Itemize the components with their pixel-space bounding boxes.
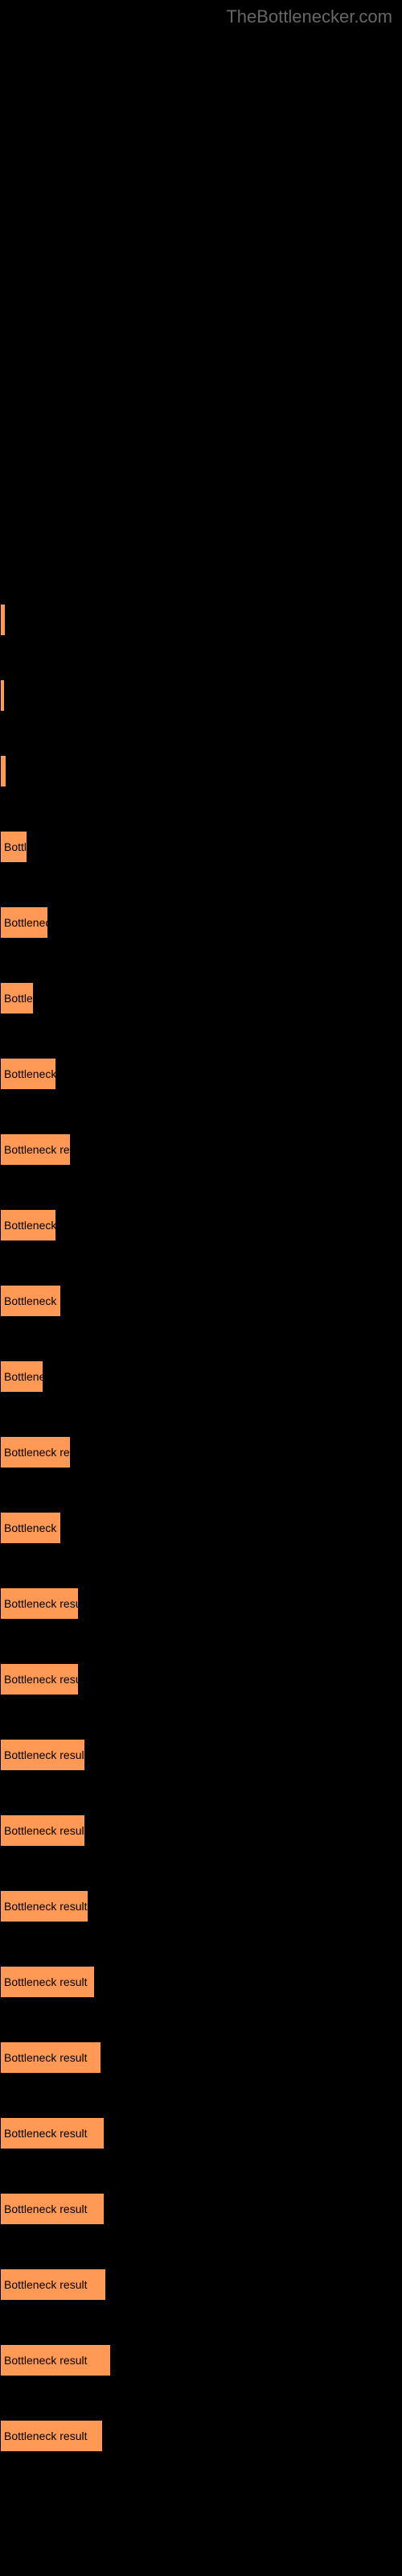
bar: Bottleneck result <box>0 2041 101 2074</box>
bar-row: Bottleneck result <box>0 2041 402 2074</box>
bar-label: Bottleneck result <box>4 1748 85 1761</box>
bar: Bottlen <box>0 982 34 1014</box>
bar-row: Bottleneck result <box>0 2117 402 2149</box>
bar-row: Bottlenec <box>0 1360 402 1393</box>
bar-label: Bottleneck re <box>4 1294 61 1307</box>
bar <box>0 604 6 636</box>
bar-row: Bottle <box>0 831 402 863</box>
bar-label: Bottleneck resu <box>4 1446 71 1459</box>
bar-label: Bottleneck result <box>4 1824 85 1837</box>
bar-row: Bottleneck result <box>0 2344 402 2376</box>
bar-row: Bottleneck result <box>0 1587 402 1620</box>
bar-row: Bottleneck result <box>0 2268 402 2301</box>
bar-row: Bottleneck resu <box>0 1133 402 1166</box>
bar-row: Bottleneck result <box>0 1663 402 1695</box>
bar-label: Bottleneck r <box>4 1219 56 1232</box>
bar: Bottleneck r <box>0 1058 56 1090</box>
bar: Bottleneck result <box>0 1966 95 1998</box>
bar-label: Bottleneck result <box>4 1975 88 1988</box>
bar-row: Bottleneck resu <box>0 1436 402 1468</box>
bar-row: Bottleneck r <box>0 1058 402 1090</box>
bar-row <box>0 755 402 787</box>
bar: Bottleneck result <box>0 2193 105 2225</box>
bar: Bottleneck resu <box>0 1133 71 1166</box>
bar-row: Bottleneck re <box>0 1285 402 1317</box>
bar: Bottlenec <box>0 1360 43 1393</box>
bar <box>0 755 6 787</box>
bar-row <box>0 604 402 636</box>
bar-row: Bottlen <box>0 982 402 1014</box>
bar-row: Bottleneck result <box>0 2193 402 2225</box>
bar-label: Bottleneck result <box>4 2429 88 2442</box>
bar-label: Bottle <box>4 840 27 853</box>
bar-row: Bottleneck result <box>0 1966 402 1998</box>
bar-row: Bottleneck re <box>0 1512 402 1544</box>
bar-label: Bottleneck <box>4 916 48 929</box>
bar-row: Bottleneck <box>0 906 402 939</box>
bar: Bottleneck result <box>0 2344 111 2376</box>
bar: Bottleneck result <box>0 1587 79 1620</box>
bar-label: Bottleneck result <box>4 2127 88 2140</box>
bar: Bottleneck <box>0 906 48 939</box>
bar-label: Bottleneck result <box>4 2278 88 2291</box>
bar-row <box>0 679 402 712</box>
bar-label: Bottleneck result <box>4 1597 79 1610</box>
bar: Bottleneck result <box>0 1739 85 1771</box>
bar-row: Bottleneck result <box>0 1739 402 1771</box>
bar-row: Bottleneck result <box>0 2420 402 2452</box>
bar-row: Bottleneck result <box>0 1890 402 1922</box>
bar: Bottleneck re <box>0 1285 61 1317</box>
bar: Bottleneck re <box>0 1512 61 1544</box>
bar: Bottleneck result <box>0 2117 105 2149</box>
bar-label: Bottleneck re <box>4 1521 61 1534</box>
bar: Bottleneck result <box>0 1890 88 1922</box>
bar: Bottleneck result <box>0 1814 85 1847</box>
bar: Bottle <box>0 831 27 863</box>
bar: Bottleneck result <box>0 1663 79 1695</box>
bar-label: Bottlen <box>4 992 34 1005</box>
bar-chart: Bottle Bottleneck Bottlen Bottleneck r Bottl… <box>0 0 402 2452</box>
bar <box>0 679 5 712</box>
bar-label: Bottleneck resu <box>4 1143 71 1156</box>
bar-row: Bottleneck result <box>0 1814 402 1847</box>
bar: Bottleneck result <box>0 2420 103 2452</box>
watermark-text: TheBottlenecker.com <box>226 6 392 27</box>
bar-label: Bottleneck result <box>4 2202 88 2215</box>
bar-label: Bottleneck result <box>4 1900 88 1913</box>
bar-label: Bottleneck result <box>4 2051 88 2064</box>
bar: Bottleneck r <box>0 1209 56 1241</box>
bar-row: Bottleneck r <box>0 1209 402 1241</box>
bar-label: Bottleneck result <box>4 1673 79 1686</box>
bar: Bottleneck resu <box>0 1436 71 1468</box>
bar-label: Bottlenec <box>4 1370 43 1383</box>
bar: Bottleneck result <box>0 2268 106 2301</box>
bar-label: Bottleneck r <box>4 1067 56 1080</box>
bar-label: Bottleneck result <box>4 2354 88 2367</box>
